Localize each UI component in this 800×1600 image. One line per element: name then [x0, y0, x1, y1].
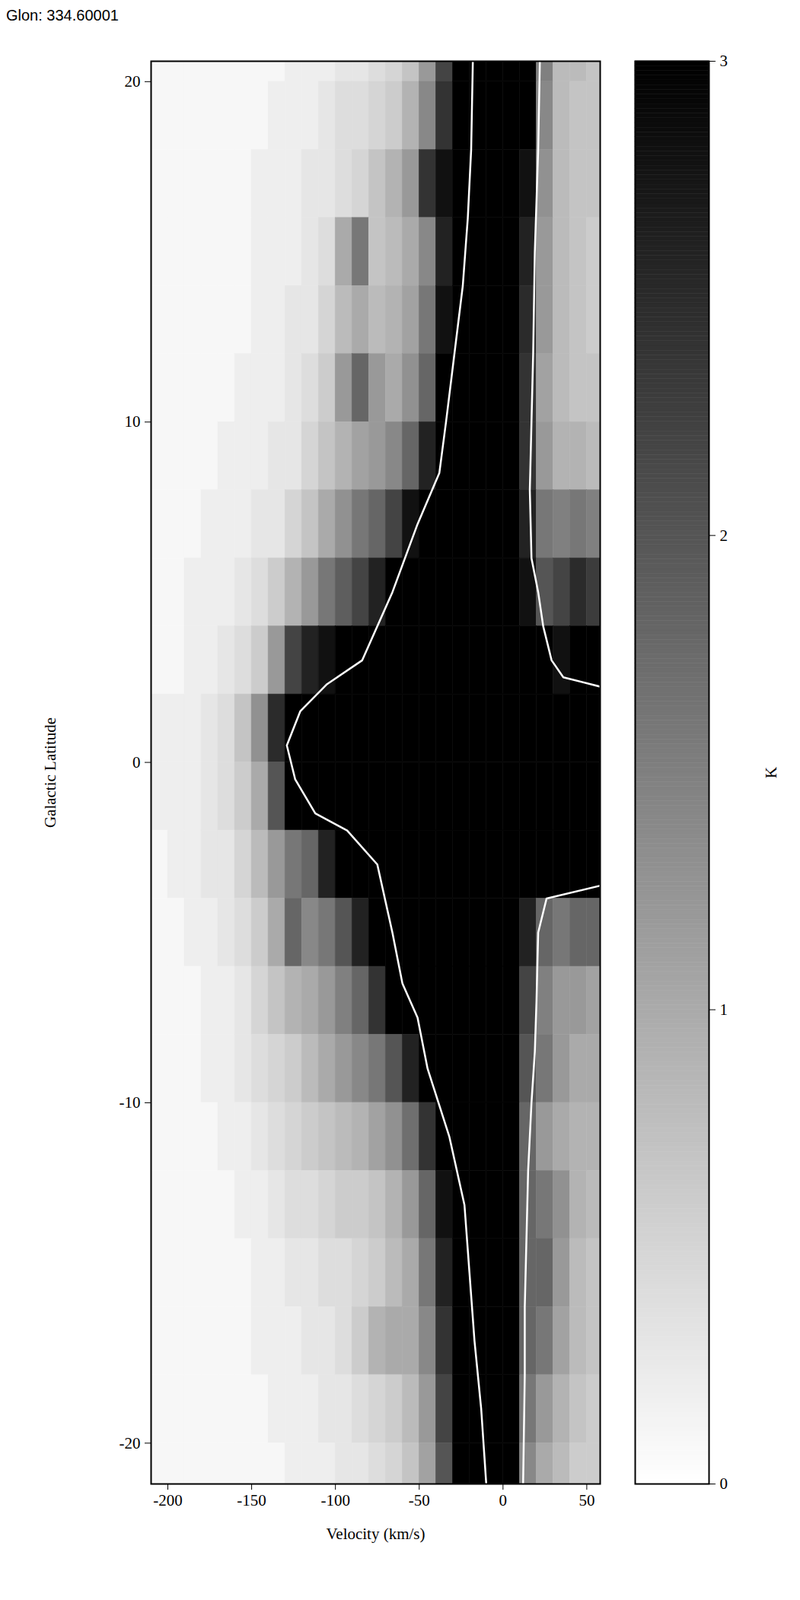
svg-text:-150: -150 [236, 1491, 267, 1511]
svg-text:Velocity (km/s): Velocity (km/s) [325, 1525, 425, 1544]
svg-text:-100: -100 [320, 1491, 351, 1511]
svg-text:10: 10 [124, 412, 141, 431]
svg-text:-20: -20 [119, 1434, 141, 1454]
svg-text:3: 3 [720, 51, 729, 71]
svg-text:0: 0 [132, 753, 141, 772]
svg-text:2: 2 [720, 526, 729, 546]
svg-text:K: K [761, 767, 781, 779]
svg-text:20: 20 [124, 72, 141, 91]
svg-text:50: 50 [578, 1491, 595, 1511]
html-text:Glon: 334.60001: Glon: 334.60001 [6, 6, 119, 24]
svg-text:0: 0 [720, 1475, 729, 1494]
svg-text:-200: -200 [152, 1491, 183, 1511]
svg-text:Galactic Latitude: Galactic Latitude [41, 717, 60, 829]
svg-text:-10: -10 [119, 1093, 141, 1113]
svg-text:-50: -50 [408, 1491, 431, 1511]
svg-text:0: 0 [499, 1491, 508, 1511]
svg-text:1: 1 [720, 1000, 729, 1020]
